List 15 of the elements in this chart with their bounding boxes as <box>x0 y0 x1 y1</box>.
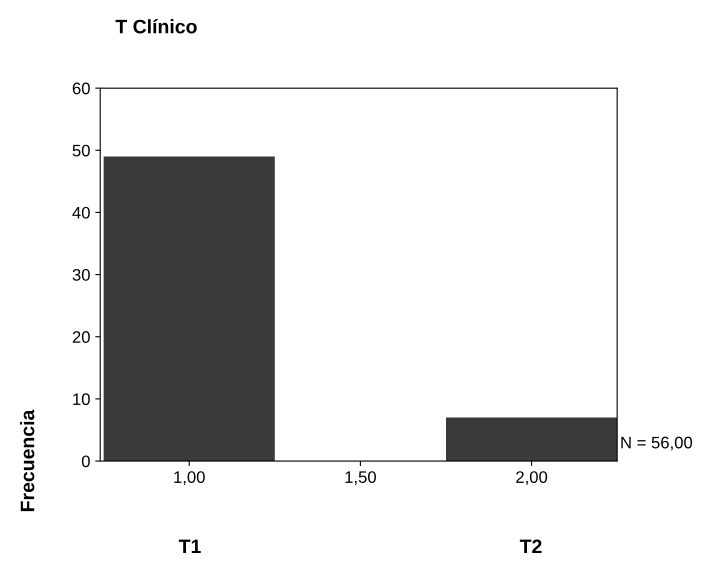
y-tick-label: 10 <box>73 393 90 406</box>
y-tick-label: 20 <box>72 331 90 343</box>
text: T1 <box>178 540 201 554</box>
y-tick-label: 30 <box>72 268 90 281</box>
text: T2 <box>520 539 542 554</box>
y-tick-label: 0 <box>82 455 90 468</box>
chart-title: T Clínico <box>116 19 197 34</box>
x-tick-label: 1,50 <box>345 471 376 485</box>
x-tick-label: 1,00 <box>174 471 205 485</box>
y-tick-label: 60 <box>72 82 90 94</box>
y-tick-label: 40 <box>72 206 90 219</box>
x-tick-label: 2,00 <box>516 471 548 485</box>
text: N = 56,00 <box>621 436 692 450</box>
y-axis-title: Frecuencia <box>20 410 34 512</box>
y-tick-label: 50 <box>72 144 90 156</box>
